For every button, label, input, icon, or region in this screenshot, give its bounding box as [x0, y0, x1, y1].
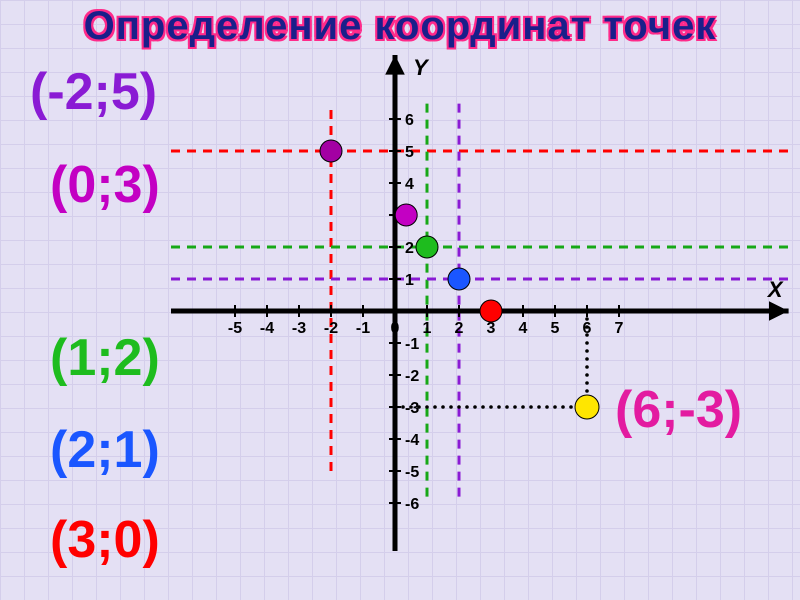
x-tick-label: -1: [356, 320, 370, 337]
x-tick-label: -4: [260, 320, 274, 337]
coord-label: (-2;5): [30, 62, 157, 122]
y-tick-label: -5: [405, 464, 419, 481]
x-tick-label: 3: [487, 320, 496, 337]
y-tick-label: -6: [405, 496, 419, 513]
y-tick-label: -3: [405, 400, 419, 417]
data-point: [448, 268, 470, 290]
y-axis-arrow: [385, 55, 405, 75]
data-point: [575, 395, 599, 419]
y-tick-label: 4: [405, 176, 414, 193]
dotted-guide: [393, 405, 589, 409]
y-tick-label: -1: [405, 336, 419, 353]
x-tick-label: -2: [324, 320, 338, 337]
x-tick-label: 5: [551, 320, 560, 337]
x-tick-label: -5: [228, 320, 242, 337]
y-tick-label: 2: [405, 240, 414, 257]
x-tick-label: 4: [519, 320, 528, 337]
x-tick-label: 7: [615, 320, 624, 337]
y-tick-label: -4: [405, 432, 419, 449]
x-axis-arrow: [769, 301, 789, 321]
coord-label: (0;3): [50, 155, 160, 215]
y-tick-label: 6: [405, 112, 414, 129]
data-point: [416, 236, 438, 258]
x-tick-label: 0: [391, 320, 400, 337]
data-point: [480, 300, 502, 322]
y-tick-label: 5: [405, 144, 414, 161]
y-axis-label: Y: [413, 55, 430, 80]
coord-label: (6;-3): [615, 380, 742, 440]
x-tick-label: 1: [423, 320, 432, 337]
y-tick-label: 1: [405, 272, 414, 289]
x-tick-label: -3: [292, 320, 306, 337]
y-tick-label: -2: [405, 368, 419, 385]
data-point: [320, 140, 342, 162]
x-tick-label: 6: [583, 320, 592, 337]
coord-label: (2;1): [50, 420, 160, 480]
x-tick-label: 2: [455, 320, 464, 337]
x-axis-label: X: [766, 277, 784, 302]
coord-label: (1;2): [50, 328, 160, 388]
coord-label: (3;0): [50, 510, 160, 570]
data-point: [395, 204, 417, 226]
